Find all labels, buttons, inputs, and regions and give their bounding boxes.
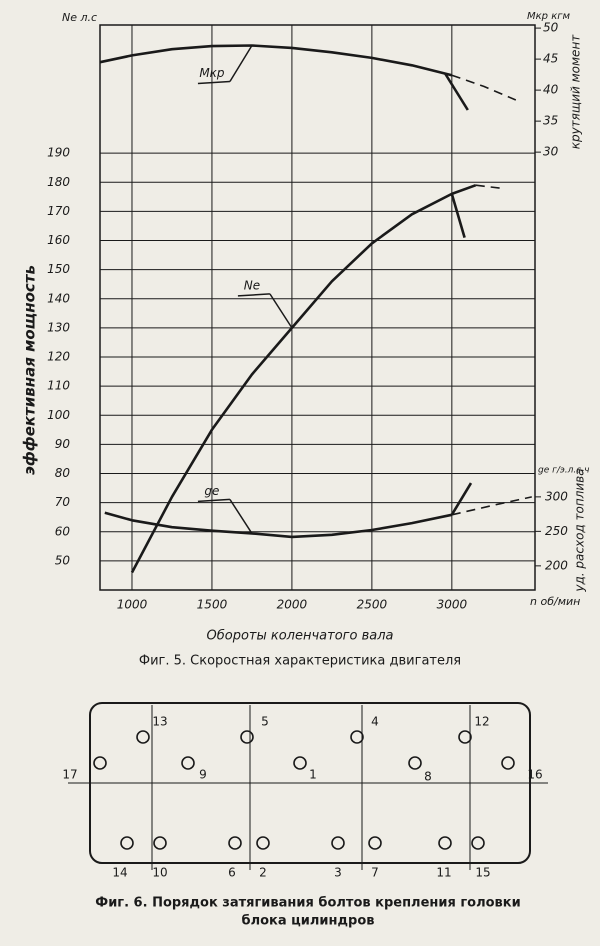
y3-tick-label: 250 [545, 524, 568, 538]
bolt-number: 3 [334, 866, 342, 880]
curve [450, 193, 466, 238]
curve-label: gе [204, 484, 219, 498]
y2-tick-label: 40 [543, 83, 559, 97]
bolt-hole [153, 836, 167, 850]
curve [130, 183, 477, 574]
y-tick-label: 190 [47, 146, 70, 160]
y-tick-label: 130 [47, 320, 70, 334]
bolt-number: 7 [371, 866, 379, 880]
bolt-hole [331, 836, 345, 850]
bolt-number: 9 [199, 768, 207, 782]
y-tick-label: 60 [55, 524, 71, 538]
x-unit: n об/мин [530, 595, 580, 608]
bolt-hole [120, 836, 134, 850]
bolt-hole [471, 836, 485, 850]
y3-title: уд. расход топлива [573, 468, 587, 592]
plot-frame [99, 24, 536, 591]
bolt-hole [181, 756, 195, 770]
curve [99, 44, 453, 77]
bolt-hole [136, 730, 150, 744]
curve-label: Ne [244, 278, 260, 292]
bolt-hole [256, 836, 270, 850]
label-underline [237, 293, 270, 297]
bolt-number: 4 [371, 715, 379, 729]
bolt-number: 6 [228, 866, 236, 880]
caption: блока цилиндров [242, 914, 375, 929]
leader [229, 45, 253, 82]
bolt-number: 15 [475, 866, 490, 880]
x-tick-label: 1000 [117, 598, 148, 612]
x-tick-label: 1500 [197, 598, 228, 612]
curve [104, 511, 453, 539]
curve-label: Мкр [199, 66, 225, 80]
bolt-hole [293, 756, 307, 770]
curve [450, 482, 473, 516]
bolt-number: 5 [261, 715, 269, 729]
y-tick-label: 150 [47, 262, 70, 276]
y-tick-label: 110 [47, 379, 70, 393]
bolt-number: 16 [527, 768, 542, 782]
y-tick-label: 90 [55, 437, 71, 451]
label-underline [197, 498, 230, 503]
bolt-number: 12 [474, 715, 489, 729]
x-tick-label: 2000 [277, 598, 308, 612]
y3-unit: gе г/э.л.с.ч [538, 466, 589, 476]
bolt-hole [408, 756, 422, 770]
bolt-hole [240, 730, 254, 744]
caption: Фиг. 6. Порядок затягивания болтов крепл… [95, 896, 520, 911]
y3-tick-label: 300 [545, 489, 568, 503]
y-title: эффективная мощность [21, 265, 39, 475]
bolt-number: 10 [152, 866, 167, 880]
bolt-number: 14 [112, 866, 127, 880]
leader [229, 499, 253, 534]
bolt-number: 2 [259, 866, 267, 880]
y2-tick-label: 30 [543, 145, 559, 159]
bolt-hole [458, 730, 472, 744]
bolt-hole [93, 756, 107, 770]
y-tick-label: 140 [47, 291, 70, 305]
y3-tick-label: 200 [545, 558, 568, 572]
x-tick-label: 2500 [357, 598, 388, 612]
y2-tick-label: 35 [543, 114, 558, 128]
bolt-hole [228, 836, 242, 850]
y-tick-label: 70 [55, 495, 71, 509]
y2-tick-label: 50 [543, 21, 559, 35]
y-tick-label: 100 [47, 408, 70, 422]
x-tick-label: 3000 [437, 598, 468, 612]
label-underline [197, 80, 230, 85]
y2-title: крутящий момент [569, 34, 583, 150]
bolt-number: 1 [309, 768, 317, 782]
y-tick-label: 180 [47, 175, 70, 189]
curve [444, 73, 469, 111]
y2-unit: Мкр кгм [527, 11, 570, 22]
y-unit: Ne л.с [62, 11, 97, 24]
y2-tick-label: 45 [543, 52, 558, 66]
leader [269, 293, 293, 329]
curve [451, 74, 517, 101]
y-tick-label: 120 [47, 350, 70, 364]
y-tick-label: 160 [47, 233, 70, 247]
y-tick-label: 80 [55, 466, 71, 480]
x-title: Обороты коленчатого вала [207, 629, 394, 644]
bolt-number: 8 [424, 770, 432, 784]
bolt-hole [501, 756, 515, 770]
curve [475, 184, 500, 189]
y-tick-label: 50 [55, 553, 71, 567]
bolt-number: 11 [436, 866, 451, 880]
bolt-hole [350, 730, 364, 744]
bolt-hole [438, 836, 452, 850]
curve [451, 496, 532, 516]
bolt-number: 17 [62, 768, 77, 782]
y-tick-label: 170 [47, 204, 70, 218]
bolt-hole [368, 836, 382, 850]
caption: Фиг. 5. Скоростная характеристика двигат… [139, 654, 461, 669]
bolt-number: 13 [152, 715, 167, 729]
